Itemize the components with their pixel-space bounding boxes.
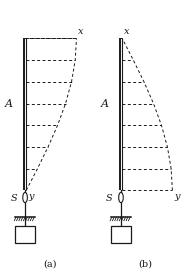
Text: E: E — [21, 229, 29, 239]
Text: S: S — [106, 194, 113, 203]
Text: x: x — [78, 27, 84, 36]
Text: A: A — [101, 99, 109, 109]
FancyBboxPatch shape — [111, 226, 131, 243]
Text: x: x — [124, 27, 129, 36]
Text: S: S — [10, 194, 17, 203]
Text: (a): (a) — [43, 259, 56, 268]
Text: y: y — [28, 192, 34, 201]
Text: (b): (b) — [138, 259, 152, 268]
Text: y: y — [174, 192, 180, 201]
Text: E: E — [117, 229, 125, 239]
Text: A: A — [5, 99, 13, 109]
FancyBboxPatch shape — [15, 226, 35, 243]
